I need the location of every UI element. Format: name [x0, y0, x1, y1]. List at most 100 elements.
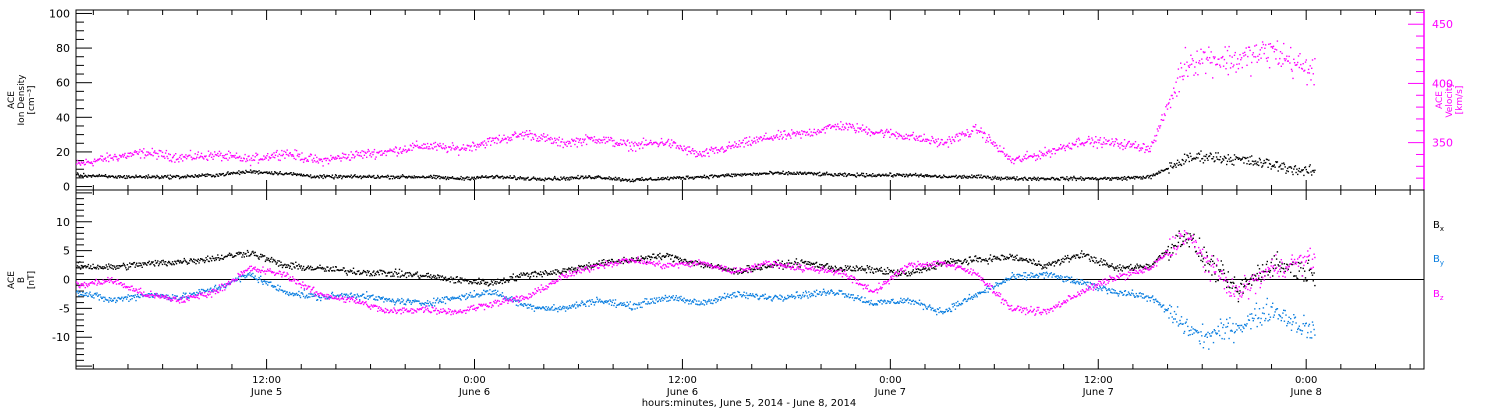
data-dot: [631, 178, 634, 181]
data-dot: [946, 176, 948, 178]
data-dot: [287, 173, 289, 175]
data-dot: [160, 177, 162, 179]
data-dot: [778, 138, 780, 140]
data-dot: [870, 269, 872, 271]
data-dot: [122, 153, 124, 156]
data-dot: [1088, 258, 1091, 260]
data-dot: [280, 154, 282, 157]
data-dot: [445, 178, 447, 181]
data-dot: [1164, 114, 1166, 117]
data-dot: [652, 253, 654, 255]
data-dot: [389, 148, 391, 150]
data-dot: [990, 178, 992, 180]
data-dot: [364, 151, 366, 154]
data-dot: [1049, 264, 1052, 266]
data-dot: [942, 176, 944, 179]
data-dot: [145, 175, 147, 177]
data-dot: [352, 153, 354, 156]
data-dot: [654, 257, 656, 259]
data-dot: [105, 175, 107, 178]
data-dot: [671, 144, 674, 147]
data-dot: [1297, 61, 1299, 64]
data-dot: [667, 140, 669, 142]
data-dot: [876, 174, 879, 176]
data-dot: [900, 272, 903, 275]
data-dot: [805, 260, 807, 263]
data-dot: [1209, 261, 1212, 263]
data-dot: [201, 258, 203, 260]
data-dot: [575, 271, 578, 273]
data-dot: [949, 138, 951, 140]
data-dot: [1233, 154, 1236, 156]
data-dot: [1084, 177, 1087, 179]
data-dot: [757, 174, 759, 176]
data-dot: [98, 173, 100, 176]
data-dot: [1007, 176, 1009, 178]
data-dot: [1049, 156, 1052, 158]
data-dot: [435, 145, 437, 148]
data-dot: [1203, 246, 1205, 248]
data-dot: [1226, 163, 1228, 166]
data-dot: [79, 164, 82, 166]
data-dot: [515, 136, 518, 138]
data-dot: [119, 175, 122, 177]
data-dot: [231, 256, 234, 258]
data-dot: [804, 260, 806, 263]
data-dot: [214, 259, 216, 262]
data-dot: [763, 172, 766, 174]
data-dot: [321, 175, 323, 177]
data-dot: [915, 268, 918, 271]
data-dot: [582, 265, 584, 268]
data-dot: [572, 268, 575, 271]
data-dot: [1154, 261, 1156, 264]
data-dot: [1054, 179, 1056, 181]
data-dot: [921, 140, 923, 142]
data-dot: [240, 252, 242, 254]
data-dot: [533, 133, 536, 136]
data-dot: [380, 150, 383, 152]
data-dot: [688, 263, 690, 265]
data-dot: [258, 170, 260, 172]
data-dot: [1014, 259, 1016, 261]
data-dot: [728, 141, 730, 143]
data-dot: [647, 255, 649, 257]
data-dot: [460, 282, 462, 284]
data-dot: [779, 262, 781, 264]
data-dot: [954, 136, 957, 138]
data-dot: [254, 156, 256, 158]
data-dot: [82, 291, 84, 294]
data-dot: [1229, 281, 1232, 284]
data-dot: [154, 175, 156, 178]
data-dot: [657, 145, 659, 148]
data-dot: [1276, 251, 1279, 253]
data-dot: [485, 142, 487, 144]
data-dot: [596, 176, 599, 178]
data-dot: [507, 279, 509, 282]
data-dot: [1244, 277, 1247, 279]
data-dot: [1037, 154, 1039, 156]
data-dot: [1003, 255, 1006, 258]
data-dot: [968, 256, 971, 259]
data-dot: [138, 296, 140, 299]
data-dot: [407, 149, 409, 151]
data-dot: [651, 143, 653, 146]
data-dot: [1301, 169, 1304, 172]
data-dot: [986, 137, 989, 139]
data-dot: [1059, 179, 1061, 181]
data-dot: [1172, 252, 1174, 254]
data-dot: [404, 273, 406, 275]
data-dot: [1112, 266, 1114, 268]
data-dot: [985, 139, 988, 141]
data-dot: [871, 131, 873, 133]
data-dot: [865, 268, 867, 270]
data-dot: [1006, 178, 1008, 181]
data-dot: [831, 267, 833, 269]
data-dot: [76, 291, 78, 293]
data-dot: [876, 175, 878, 177]
data-dot: [653, 141, 655, 144]
velocity-axis-label-line: [km/s]: [1455, 86, 1465, 115]
data-dot: [597, 140, 599, 143]
data-dot: [224, 153, 227, 156]
data-dot: [256, 171, 258, 173]
data-dot: [412, 146, 415, 149]
